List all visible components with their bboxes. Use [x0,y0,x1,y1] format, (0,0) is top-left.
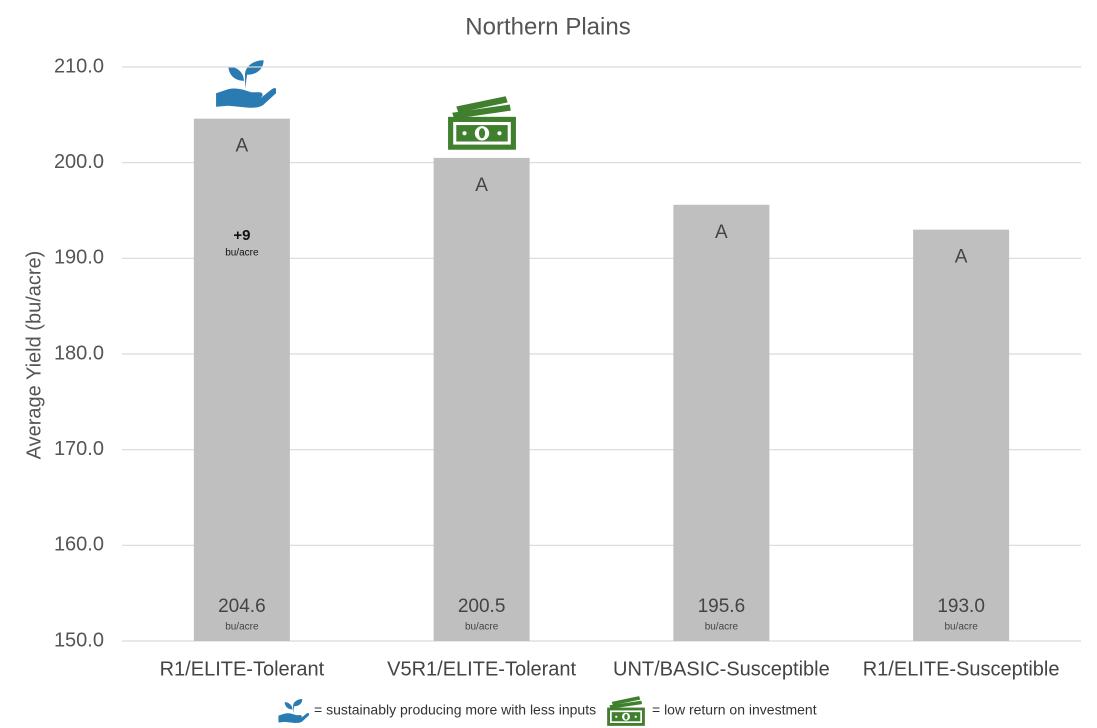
significance-letter: A [715,222,728,243]
value-unit: bu/acre [225,622,259,633]
x-tick-label: V5R1/ELITE-Tolerant [387,658,576,680]
value-unit: bu/acre [465,622,499,633]
annotation-unit: bu/acre [225,248,259,259]
legend-text: = sustainably producing more with less i… [314,702,596,718]
y-tick-label: 190.0 [54,247,104,269]
legend-icon [278,699,309,723]
y-tick-label: 180.0 [54,342,104,364]
legend-icon [607,696,645,726]
chart-title: Northern Plains [465,13,630,40]
y-tick-label: 210.0 [54,55,104,77]
significance-letter: A [236,136,249,157]
y-tick-label: 200.0 [54,151,104,173]
value-label: 200.5 [458,596,506,617]
legend-text: = low return on investment [652,702,817,718]
y-axis-label: Average Yield (bu/acre) [23,251,45,460]
significance-letter: A [955,247,968,268]
value-label: 195.6 [698,596,746,617]
annotation: +9 [233,227,250,244]
bar [193,118,290,641]
x-tick-label: UNT/BASIC-Susceptible [613,658,830,680]
money-icon [448,96,516,150]
y-tick-label: 170.0 [54,438,104,460]
value-unit: bu/acre [944,622,978,633]
value-label: 204.6 [218,596,266,617]
y-tick-label: 150.0 [54,629,104,651]
bar [433,157,530,641]
bar [913,229,1010,641]
value-label: 193.0 [937,596,985,617]
value-unit: bu/acre [705,622,739,633]
y-tick-label: 160.0 [54,534,104,556]
x-tick-label: R1/ELITE-Susceptible [863,658,1060,680]
significance-letter: A [475,175,488,196]
bar [673,204,770,641]
x-tick-label: R1/ELITE-Tolerant [160,658,325,680]
